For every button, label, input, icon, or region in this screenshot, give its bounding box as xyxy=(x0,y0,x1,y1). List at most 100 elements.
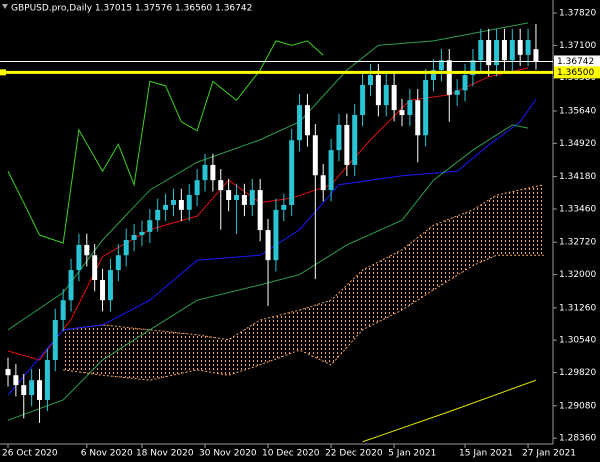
indicator-line xyxy=(7,99,537,396)
y-tick-label: 1.37100 xyxy=(559,41,596,51)
candle-body xyxy=(52,319,58,360)
candle-body xyxy=(226,190,232,200)
x-tick-label: 22 Dec 2020 xyxy=(325,449,383,459)
candle-body xyxy=(163,204,169,210)
x-tick-label: 10 Dec 2020 xyxy=(262,449,320,459)
candle-body xyxy=(320,175,326,191)
candle-body xyxy=(5,368,11,376)
candle-body xyxy=(202,164,208,181)
cloud-edge xyxy=(63,184,544,341)
indicator-line xyxy=(362,379,537,443)
candle-body xyxy=(344,124,350,165)
candle-body xyxy=(218,180,224,191)
price-line-handle xyxy=(0,69,6,76)
candle-body xyxy=(139,231,145,236)
y-tick-label: 1.30540 xyxy=(559,336,596,346)
candle-body xyxy=(249,190,255,205)
candle-body xyxy=(234,195,240,200)
candle-body xyxy=(312,135,318,176)
candle-body xyxy=(265,230,271,261)
candle-body xyxy=(415,100,421,136)
candle-body xyxy=(241,195,247,205)
candle-body xyxy=(131,235,137,240)
candle-body xyxy=(84,244,90,256)
y-tick-label: 1.29820 xyxy=(559,368,596,378)
candle-body xyxy=(454,90,460,95)
candle-body xyxy=(100,279,106,301)
x-tick-label: 15 Jan 2021 xyxy=(459,449,513,459)
x-tick-label: 18 Nov 2020 xyxy=(136,449,194,459)
x-tick-label: 26 Oct 2020 xyxy=(2,449,58,459)
candle-body xyxy=(446,60,452,95)
chart-title: GBPUSD.pro,Daily 1.37015 1.37576 1.36560… xyxy=(11,4,252,14)
x-tick-label: 5 Jan 2021 xyxy=(388,449,436,459)
candle-body xyxy=(494,39,500,66)
indicator-line xyxy=(7,124,529,421)
price-label: 1.36500 xyxy=(557,68,594,78)
candle-body xyxy=(44,359,50,400)
candle-body xyxy=(194,180,200,196)
x-tick-label: 6 Nov 2020 xyxy=(81,449,133,459)
candle-body xyxy=(462,75,468,91)
candle-body xyxy=(509,39,515,61)
candle-body xyxy=(107,270,113,301)
candle-body xyxy=(431,70,437,80)
y-tick-label: 1.28360 xyxy=(559,434,596,444)
candle-body xyxy=(21,385,27,396)
candle-body xyxy=(155,209,161,221)
candle-body xyxy=(273,209,279,261)
candle-body xyxy=(147,220,153,232)
candle-body xyxy=(423,79,429,136)
indicator-line xyxy=(7,40,324,244)
candle-body xyxy=(29,380,35,396)
candle-body xyxy=(360,84,366,116)
cloud-fill xyxy=(63,184,544,381)
candle-body xyxy=(210,164,216,181)
candle-body xyxy=(304,105,310,136)
x-tick-label: 30 Nov 2020 xyxy=(199,449,257,459)
candle-body xyxy=(257,190,263,231)
candle-body xyxy=(123,239,129,256)
candle-body xyxy=(115,255,121,271)
candle-body xyxy=(383,84,389,106)
candle-body xyxy=(60,300,66,320)
price-label: 1.36742 xyxy=(557,57,594,67)
y-tick-label: 1.37820 xyxy=(559,9,596,19)
candle-body xyxy=(178,199,184,210)
candle-body xyxy=(367,75,373,85)
candle-body xyxy=(501,39,507,61)
candle-body xyxy=(92,255,98,280)
indicator-line xyxy=(7,22,529,331)
candle-body xyxy=(525,39,531,55)
candle-body xyxy=(170,199,176,205)
candle-body xyxy=(297,105,303,141)
y-tick-label: 1.33460 xyxy=(559,204,596,214)
y-tick-label: 1.29080 xyxy=(559,401,596,411)
cloud-edge xyxy=(63,254,544,381)
y-tick-label: 1.34180 xyxy=(559,172,596,182)
x-tick-label: 27 Jan 2021 xyxy=(522,449,576,459)
candle-body xyxy=(289,140,295,205)
candle-body xyxy=(486,39,492,66)
candle-body xyxy=(13,375,19,386)
price-label-box xyxy=(554,55,600,68)
candle-body xyxy=(186,195,192,210)
candle-body xyxy=(533,49,539,62)
candle-body xyxy=(281,204,287,210)
y-tick-label: 1.34920 xyxy=(559,139,596,149)
candle-body xyxy=(375,75,381,106)
candle-body xyxy=(407,100,413,116)
y-tick-label: 1.32000 xyxy=(559,270,596,280)
y-tick-label: 1.32720 xyxy=(559,238,596,248)
y-tick-label: 1.35640 xyxy=(559,107,596,117)
title-icon xyxy=(2,4,8,9)
candle-body xyxy=(76,244,82,271)
candle-body xyxy=(352,115,358,165)
candle-body xyxy=(37,380,43,400)
candle-body xyxy=(391,84,397,111)
candle-body xyxy=(438,60,444,71)
candle-body xyxy=(336,124,342,151)
candle-body xyxy=(328,150,334,191)
